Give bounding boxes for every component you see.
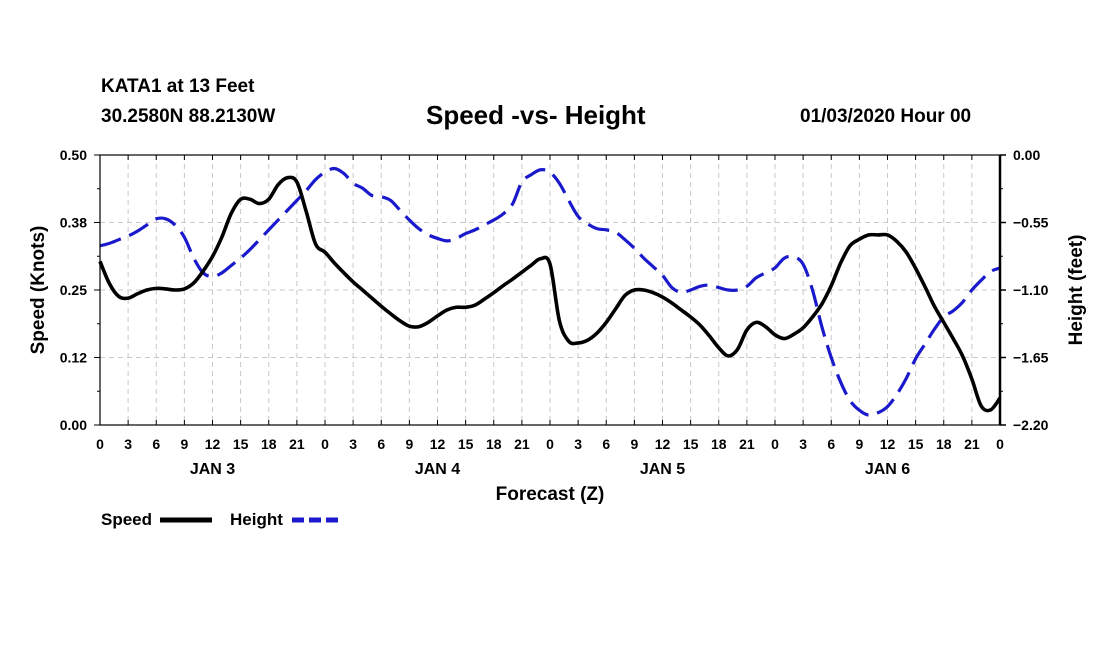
grid-lines <box>100 155 1000 425</box>
x-tick-label: 15 <box>683 436 699 452</box>
legend: Speed Height <box>101 510 342 529</box>
y2-tick-label: −2.20 <box>1013 417 1049 433</box>
coordinates-label: 30.2580N 88.2130W <box>101 106 276 127</box>
axis-ticks <box>94 154 1006 426</box>
x-tick-label: 15 <box>233 436 249 452</box>
y-tick-label: 0.38 <box>60 215 87 231</box>
x-tick-label: 3 <box>799 436 807 452</box>
height-series-line <box>99 166 1001 417</box>
legend-speed-label: Speed <box>101 510 152 529</box>
x-tick-label: 12 <box>205 436 221 452</box>
y-tick-label: 0.12 <box>60 350 87 366</box>
x-tick-label: 15 <box>458 436 474 452</box>
x-tick-label: 9 <box>180 436 188 452</box>
x-tick-label: 6 <box>602 436 610 452</box>
forecast-datestamp: 01/03/2020 Hour 00 <box>800 106 972 127</box>
x-tick-label: 21 <box>964 436 980 452</box>
speed-series-line <box>98 175 1002 413</box>
x-tick-labels: 0 3 6 9 12 15 18 21 0 3 6 9 12 15 18 21 0 3 6 9 12 15 18 21 0 3 6 9… <box>96 436 1004 452</box>
y2-tick-label: 0.00 <box>1013 147 1040 163</box>
x-tick-label: 0 <box>771 436 779 452</box>
x-tick-label: 12 <box>430 436 446 452</box>
x-tick-label: 15 <box>908 436 924 452</box>
x-tick-label: 6 <box>377 436 385 452</box>
day-label: JAN 3 <box>190 461 235 478</box>
x-axis-title: Forecast (Z) <box>496 484 605 505</box>
y2-tick-label: −1.65 <box>1013 350 1049 366</box>
y2-tick-labels: −2.20 −1.65 −1.10 −0.55 0.00 <box>1013 147 1049 433</box>
x-tick-label: 12 <box>655 436 671 452</box>
y-tick-label: 0.50 <box>60 147 87 163</box>
day-label: JAN 5 <box>640 461 685 478</box>
x-tick-label: 9 <box>855 436 863 452</box>
y-tick-label: 0.25 <box>60 282 87 298</box>
x-tick-label: 18 <box>711 436 727 452</box>
x-tick-label: 3 <box>349 436 357 452</box>
x-tick-label: 18 <box>936 436 952 452</box>
x-tick-label: 0 <box>546 436 554 452</box>
x-tick-label: 12 <box>880 436 896 452</box>
x-tick-label: 3 <box>574 436 582 452</box>
series-layer <box>98 166 1002 417</box>
x-tick-label: 3 <box>124 436 132 452</box>
y-tick-label: 0.00 <box>60 417 87 433</box>
day-label: JAN 6 <box>865 461 910 478</box>
x-tick-label: 6 <box>827 436 835 452</box>
x-tick-label: 0 <box>96 436 104 452</box>
chart-title: Speed -vs- Height <box>426 100 646 130</box>
x-tick-label: 0 <box>321 436 329 452</box>
y2-axis-title: Height (feet) <box>1066 235 1087 346</box>
y-axis-title: Speed (Knots) <box>28 226 49 355</box>
day-labels: JAN 3 JAN 4 JAN 5 JAN 6 <box>190 461 910 478</box>
x-tick-label: 9 <box>630 436 638 452</box>
x-tick-label: 9 <box>405 436 413 452</box>
x-tick-label: 0 <box>996 436 1004 452</box>
x-tick-label: 6 <box>152 436 160 452</box>
x-tick-label: 21 <box>289 436 305 452</box>
y2-tick-label: −1.10 <box>1013 282 1049 298</box>
x-tick-label: 18 <box>261 436 277 452</box>
station-label: KATA1 at 13 Feet <box>101 76 255 97</box>
y-tick-labels: 0.00 0.12 0.25 0.38 0.50 <box>60 147 87 433</box>
day-label: JAN 4 <box>415 461 460 478</box>
legend-height-label: Height <box>230 510 283 529</box>
y2-tick-label: −0.55 <box>1013 215 1049 231</box>
x-tick-label: 21 <box>739 436 755 452</box>
x-tick-label: 21 <box>514 436 530 452</box>
x-tick-label: 18 <box>486 436 502 452</box>
